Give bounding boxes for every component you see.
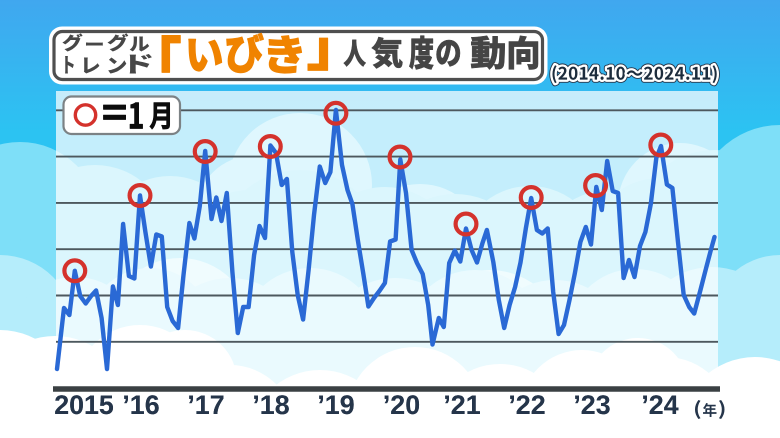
svg-text:’20: ’20 (383, 390, 420, 420)
svg-text:2015: 2015 (54, 390, 114, 420)
svg-text:’22: ’22 (508, 390, 545, 420)
svg-text:’16: ’16 (122, 390, 159, 420)
svg-text:’23: ’23 (573, 390, 610, 420)
svg-text:’16: ’16 (122, 390, 159, 420)
svg-text:’22: ’22 (508, 390, 545, 420)
svg-text:’21: ’21 (443, 390, 480, 420)
svg-text:’18: ’18 (252, 390, 289, 420)
svg-text:’24: ’24 (641, 390, 678, 420)
svg-text:’19: ’19 (317, 390, 354, 420)
svg-text:’20: ’20 (383, 390, 420, 420)
svg-text:’21: ’21 (443, 390, 480, 420)
svg-text:’23: ’23 (573, 390, 610, 420)
svg-text:’24: ’24 (641, 390, 678, 420)
svg-text:’18: ’18 (252, 390, 289, 420)
svg-text:’19: ’19 (317, 390, 354, 420)
svg-text:2015: 2015 (54, 390, 114, 420)
svg-text:’17: ’17 (187, 390, 224, 420)
svg-text:’17: ’17 (187, 390, 224, 420)
